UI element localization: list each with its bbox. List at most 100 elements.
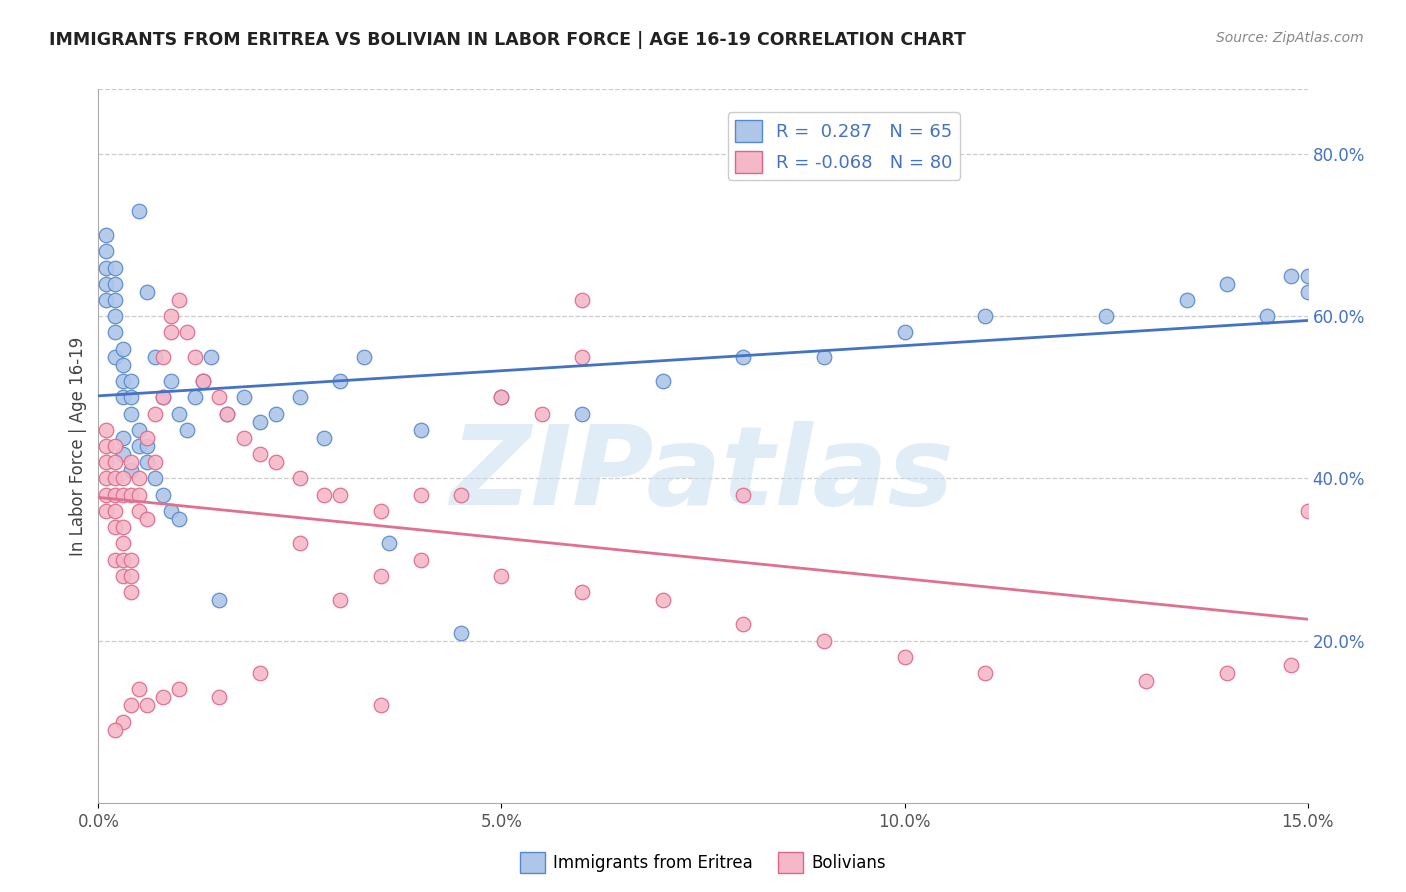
Point <box>103 350 125 364</box>
Text: Source: ZipAtlas.com: Source: ZipAtlas.com <box>1216 31 1364 45</box>
Point <box>733 488 755 502</box>
Point <box>152 690 174 705</box>
Point <box>160 504 183 518</box>
Point <box>329 374 352 388</box>
Point <box>96 471 118 485</box>
Point <box>370 698 392 713</box>
Point <box>96 504 118 518</box>
Point <box>530 407 553 421</box>
Point <box>111 342 134 356</box>
Point <box>264 455 287 469</box>
Point <box>96 423 118 437</box>
Point <box>176 326 198 340</box>
Point <box>329 593 352 607</box>
Legend: R =  0.287   N = 65, R = -0.068   N = 80: R = 0.287 N = 65, R = -0.068 N = 80 <box>728 112 960 180</box>
Point <box>377 536 399 550</box>
Point <box>491 390 513 404</box>
Point <box>571 585 593 599</box>
Point <box>1175 293 1198 307</box>
Point <box>111 568 134 582</box>
Point <box>120 407 142 421</box>
Point <box>128 471 150 485</box>
Point <box>208 390 231 404</box>
Point <box>111 447 134 461</box>
Point <box>208 593 231 607</box>
Point <box>288 390 311 404</box>
Point <box>167 407 190 421</box>
Text: IMMIGRANTS FROM ERITREA VS BOLIVIAN IN LABOR FORCE | AGE 16-19 CORRELATION CHART: IMMIGRANTS FROM ERITREA VS BOLIVIAN IN L… <box>49 31 966 49</box>
Point <box>232 431 254 445</box>
Point <box>103 293 125 307</box>
Point <box>160 326 183 340</box>
Point <box>111 390 134 404</box>
Point <box>450 625 472 640</box>
Point <box>571 350 593 364</box>
Point <box>120 552 142 566</box>
Point <box>111 358 134 372</box>
Point <box>167 682 190 697</box>
Point <box>111 431 134 445</box>
Point <box>1216 277 1239 291</box>
Point <box>1296 504 1319 518</box>
Point <box>96 455 118 469</box>
Legend: Immigrants from Eritrea, Bolivians: Immigrants from Eritrea, Bolivians <box>513 846 893 880</box>
Point <box>974 310 997 324</box>
Point <box>249 447 271 461</box>
Point <box>135 431 157 445</box>
Point <box>103 552 125 566</box>
Point <box>217 407 239 421</box>
Point <box>120 374 142 388</box>
Point <box>120 698 142 713</box>
Point <box>111 488 134 502</box>
Point <box>135 285 157 299</box>
Point <box>1135 674 1157 689</box>
Point <box>893 649 915 664</box>
Point <box>370 568 392 582</box>
Point <box>409 423 432 437</box>
Point <box>232 390 254 404</box>
Point <box>571 407 593 421</box>
Point <box>288 536 311 550</box>
Point <box>249 415 271 429</box>
Point <box>111 714 134 729</box>
Point <box>152 390 174 404</box>
Point <box>128 423 150 437</box>
Point <box>370 504 392 518</box>
Point <box>103 471 125 485</box>
Point <box>96 439 118 453</box>
Point <box>143 471 166 485</box>
Point <box>264 407 287 421</box>
Point <box>167 512 190 526</box>
Point <box>651 593 673 607</box>
Point <box>329 488 352 502</box>
Point <box>184 390 207 404</box>
Point <box>103 488 125 502</box>
Point <box>135 455 157 469</box>
Point <box>111 520 134 534</box>
Point <box>143 407 166 421</box>
Point <box>111 552 134 566</box>
Text: ZIPatlas: ZIPatlas <box>451 421 955 528</box>
Point <box>176 423 198 437</box>
Point <box>160 374 183 388</box>
Point <box>103 260 125 275</box>
Y-axis label: In Labor Force | Age 16-19: In Labor Force | Age 16-19 <box>69 336 87 556</box>
Point <box>103 310 125 324</box>
Point <box>96 293 118 307</box>
Point <box>143 350 166 364</box>
Point <box>571 293 593 307</box>
Point <box>288 471 311 485</box>
Point <box>193 374 215 388</box>
Point <box>96 228 118 243</box>
Point <box>120 455 142 469</box>
Point <box>111 471 134 485</box>
Point <box>96 244 118 259</box>
Point <box>152 350 174 364</box>
Point <box>103 520 125 534</box>
Point <box>1256 310 1278 324</box>
Point <box>128 682 150 697</box>
Point <box>733 617 755 632</box>
Point <box>1296 285 1319 299</box>
Point <box>450 488 472 502</box>
Point <box>314 488 336 502</box>
